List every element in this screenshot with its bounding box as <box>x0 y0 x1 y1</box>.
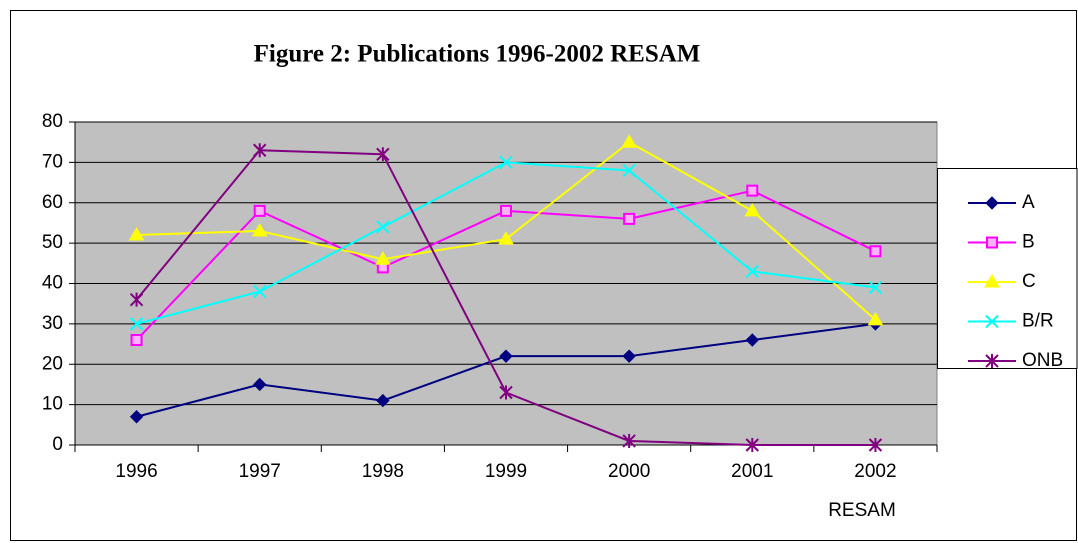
legend-box <box>937 168 1078 369</box>
marker <box>745 264 759 279</box>
marker <box>128 227 145 241</box>
x-tick-label: 1997 <box>239 461 281 482</box>
marker <box>622 433 636 448</box>
y-tick-label: 80 <box>42 111 63 132</box>
marker <box>374 251 391 265</box>
marker <box>130 334 143 347</box>
x-axis-label: RESAM <box>828 500 896 521</box>
marker <box>253 377 267 392</box>
marker <box>253 204 266 217</box>
y-tick-label: 20 <box>42 353 63 374</box>
marker <box>869 245 882 258</box>
legend-label: B <box>1022 232 1035 253</box>
y-tick-label: 50 <box>42 232 63 253</box>
x-tick-label: 2000 <box>608 461 650 482</box>
marker <box>499 385 513 400</box>
y-tick-label: 60 <box>42 192 63 213</box>
marker <box>500 204 512 217</box>
marker <box>129 292 144 307</box>
marker <box>251 223 268 237</box>
marker <box>622 163 636 178</box>
marker <box>376 220 390 234</box>
marker <box>129 317 144 331</box>
legend-marker <box>985 196 999 210</box>
marker <box>745 333 759 347</box>
y-tick-label: 0 <box>52 434 63 455</box>
y-tick-label: 10 <box>42 394 63 415</box>
marker <box>498 231 514 245</box>
legend-marker <box>985 354 999 368</box>
legend-marker <box>986 236 998 249</box>
marker <box>867 311 884 326</box>
marker <box>745 438 759 452</box>
chart-title: Figure 2: Publications 1996-2002 RESAM <box>254 41 701 68</box>
y-tick-label: 40 <box>42 273 63 294</box>
legend-label: A <box>1022 192 1035 213</box>
legend-marker <box>985 314 999 329</box>
marker <box>253 284 267 299</box>
marker <box>746 184 759 197</box>
y-tick-label: 70 <box>42 151 63 172</box>
marker <box>376 393 390 408</box>
x-tick-label: 1999 <box>485 461 527 482</box>
marker <box>129 410 144 424</box>
marker <box>744 202 761 217</box>
legend-label: B/R <box>1022 311 1054 332</box>
marker <box>499 155 513 170</box>
x-tick-label: 2002 <box>854 461 896 482</box>
x-tick-label: 1996 <box>115 461 157 482</box>
legend-label: C <box>1022 271 1036 292</box>
marker <box>623 212 636 225</box>
marker <box>376 147 390 162</box>
x-tick-label: 1998 <box>362 461 404 482</box>
marker <box>499 349 513 363</box>
x-tick-label: 2001 <box>731 461 773 482</box>
legend-marker <box>984 274 1000 288</box>
marker <box>621 134 638 148</box>
legend-label: ONB <box>1022 350 1063 371</box>
marker <box>253 143 267 158</box>
marker <box>622 349 636 363</box>
y-tick-label: 30 <box>42 313 63 334</box>
marker <box>868 438 883 452</box>
marker <box>868 280 883 295</box>
